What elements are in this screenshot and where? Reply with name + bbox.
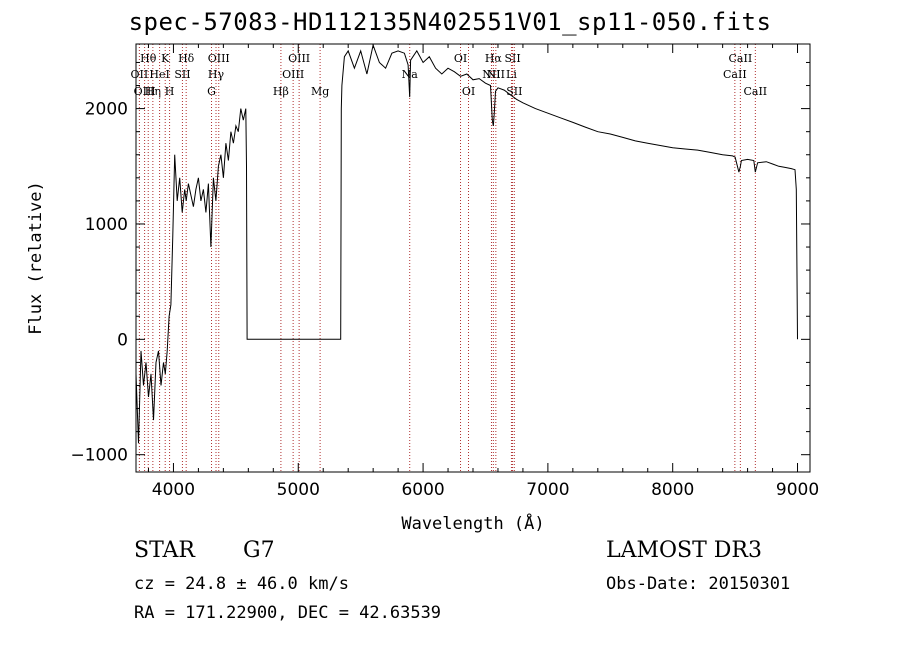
y-tick-label: −1000	[70, 446, 128, 466]
line-label: OIII	[288, 52, 310, 65]
y-tick-label: 1000	[85, 215, 128, 235]
line-label: CaII	[743, 85, 767, 98]
line-label: OIII	[208, 52, 230, 65]
line-label: OIII	[134, 85, 156, 98]
line-label: Hδ	[178, 52, 195, 65]
line-label: G	[207, 85, 216, 98]
survey-name: LAMOST DR3	[606, 538, 762, 563]
x-axis-label: Wavelength (Å)	[401, 512, 544, 534]
line-label: OIII	[282, 68, 304, 81]
line-label: H	[165, 85, 175, 98]
redshift-cz: cz = 24.8 ± 46.0 km/s	[134, 574, 349, 594]
line-label: OI	[462, 85, 475, 98]
line-label: K	[161, 52, 170, 65]
line-label: Hγ	[208, 68, 225, 81]
line-label: OII	[131, 68, 149, 81]
line-label: Hβ	[273, 85, 289, 98]
line-label: SII	[506, 85, 522, 98]
line-label: HeI	[149, 68, 169, 81]
line-label: OI	[454, 52, 467, 65]
line-label: SII	[174, 68, 190, 81]
line-label: CaII	[723, 68, 747, 81]
line-label: Hα	[485, 52, 503, 65]
line-label: Hη	[145, 85, 161, 98]
y-tick-label: 0	[117, 330, 128, 350]
x-tick-label: 4000	[152, 480, 195, 500]
object-class: STAR	[134, 538, 195, 563]
line-label: SII	[504, 52, 520, 65]
chart-title: spec-57083-HD112135N402551V01_sp11-050.f…	[128, 8, 772, 36]
line-label: Hθ	[140, 52, 157, 65]
object-subclass: G7	[243, 538, 275, 563]
line-label: NII	[487, 68, 505, 81]
plot-frame	[135, 43, 811, 473]
line-label: Li	[506, 68, 517, 81]
y-axis-label: Flux (relative)	[26, 181, 46, 335]
line-label: Mg	[311, 85, 329, 98]
x-tick-label: 5000	[277, 480, 320, 500]
x-tick-label: 8000	[651, 480, 694, 500]
y-tick-label: 2000	[85, 100, 128, 120]
x-tick-label: 6000	[401, 480, 444, 500]
line-label: CaII	[729, 52, 753, 65]
x-tick-label: 7000	[526, 480, 569, 500]
observation-date: Obs-Date: 20150301	[606, 574, 791, 594]
x-tick-label: 9000	[776, 480, 819, 500]
spectrum-line	[135, 43, 798, 444]
ra-dec: RA = 171.22900, DEC = 42.63539	[134, 603, 442, 623]
